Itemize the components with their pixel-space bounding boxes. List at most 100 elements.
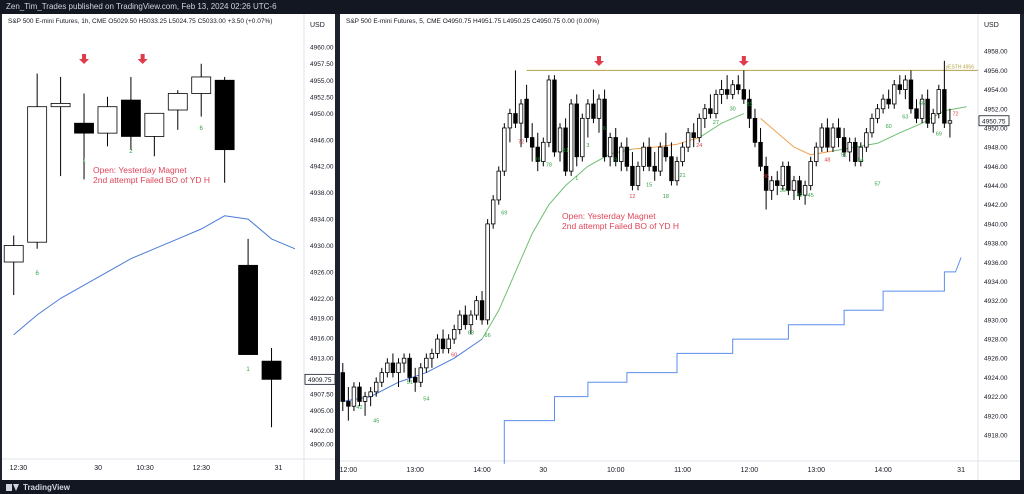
candle[interactable] <box>936 84 941 119</box>
candle[interactable] <box>535 132 540 172</box>
candle[interactable] <box>74 93 94 180</box>
left-chart-panel[interactable]: USD 4960.00 4957.50 4955.00 4952.50 4950.00 49… <box>2 14 335 480</box>
candle[interactable] <box>379 367 384 388</box>
candle[interactable] <box>797 175 802 200</box>
candle[interactable] <box>144 112 165 157</box>
candle[interactable] <box>390 353 396 378</box>
candle[interactable] <box>591 89 596 124</box>
candle[interactable] <box>214 76 235 183</box>
candle[interactable] <box>864 127 869 152</box>
candle[interactable] <box>50 76 71 177</box>
candle[interactable] <box>658 142 663 176</box>
candle[interactable] <box>351 382 357 412</box>
candle[interactable] <box>580 113 585 162</box>
candle[interactable] <box>719 79 724 104</box>
candle[interactable] <box>786 161 791 196</box>
candle[interactable] <box>931 108 936 133</box>
candle[interactable] <box>563 118 568 176</box>
candle[interactable] <box>724 75 730 100</box>
candle[interactable] <box>362 391 368 416</box>
candle[interactable] <box>468 310 474 335</box>
candle[interactable] <box>641 142 646 172</box>
candle[interactable] <box>518 99 524 148</box>
candle[interactable] <box>557 123 563 162</box>
candle[interactable] <box>429 348 435 368</box>
candle[interactable] <box>479 291 485 325</box>
candle[interactable] <box>758 127 763 172</box>
candle[interactable] <box>407 353 412 383</box>
candle[interactable] <box>485 219 490 325</box>
candle[interactable] <box>446 334 451 354</box>
candle[interactable] <box>814 142 819 167</box>
candle[interactable] <box>663 132 669 162</box>
candle[interactable] <box>791 175 797 200</box>
candle[interactable] <box>919 94 925 124</box>
candle[interactable] <box>892 79 897 109</box>
candle[interactable] <box>357 382 362 407</box>
candle[interactable] <box>385 358 390 378</box>
candle[interactable] <box>568 99 574 176</box>
candle[interactable] <box>697 113 702 143</box>
tradingview-logo[interactable]: TradingView <box>6 482 70 492</box>
candle[interactable] <box>825 118 830 152</box>
candle[interactable] <box>546 75 552 148</box>
candle[interactable] <box>730 79 735 100</box>
candle[interactable] <box>368 387 373 407</box>
candle[interactable] <box>652 151 657 181</box>
candle[interactable] <box>736 75 741 95</box>
candle[interactable] <box>886 89 891 109</box>
candle[interactable] <box>412 367 418 392</box>
candle[interactable] <box>619 142 624 172</box>
candle[interactable] <box>513 70 518 128</box>
candle[interactable] <box>836 118 841 148</box>
candle[interactable] <box>496 166 501 205</box>
candle[interactable] <box>646 137 652 172</box>
candle[interactable] <box>396 358 401 388</box>
candle[interactable] <box>529 123 535 162</box>
candle[interactable] <box>763 156 769 210</box>
candle[interactable] <box>167 90 188 130</box>
candle[interactable] <box>121 76 141 150</box>
candle[interactable] <box>853 137 858 167</box>
candle[interactable] <box>424 353 429 373</box>
candle[interactable] <box>880 94 886 114</box>
candle[interactable] <box>808 156 813 191</box>
candle[interactable] <box>914 99 919 124</box>
candle[interactable] <box>847 137 852 162</box>
candle[interactable] <box>524 84 529 143</box>
candle[interactable] <box>830 123 836 152</box>
candle[interactable] <box>602 89 607 162</box>
left-candlestick-chart[interactable]: USD 4960.00 4957.50 4955.00 4952.50 4950.00 49… <box>2 14 335 480</box>
candle[interactable] <box>418 363 423 388</box>
candle[interactable] <box>97 96 118 147</box>
candle[interactable] <box>596 94 602 133</box>
candle[interactable] <box>574 94 579 167</box>
candle[interactable] <box>435 334 440 359</box>
candle[interactable] <box>27 73 48 249</box>
candle[interactable] <box>624 137 630 172</box>
candle[interactable] <box>451 324 457 344</box>
candle[interactable] <box>474 295 479 320</box>
candle[interactable] <box>490 195 496 229</box>
candle[interactable] <box>713 89 719 119</box>
candle[interactable] <box>875 103 880 124</box>
candle[interactable] <box>741 70 747 104</box>
candle[interactable] <box>769 175 774 200</box>
candle[interactable] <box>613 127 618 167</box>
candle[interactable] <box>680 142 685 167</box>
right-chart-panel[interactable]: USD4958.004956.004954.004952.004950.7549… <box>340 14 1020 480</box>
candle[interactable] <box>691 123 696 148</box>
panel-divider[interactable] <box>335 14 340 480</box>
candle[interactable] <box>780 161 786 191</box>
candle[interactable] <box>669 142 674 186</box>
candle[interactable] <box>261 347 282 428</box>
candle[interactable] <box>502 123 507 176</box>
candle[interactable] <box>374 377 379 397</box>
candle[interactable] <box>819 123 825 152</box>
candle[interactable] <box>908 70 914 114</box>
candle[interactable] <box>507 108 513 143</box>
candle[interactable] <box>702 103 708 128</box>
candle[interactable] <box>607 132 613 167</box>
candle[interactable] <box>903 75 908 100</box>
candle[interactable] <box>191 63 212 117</box>
